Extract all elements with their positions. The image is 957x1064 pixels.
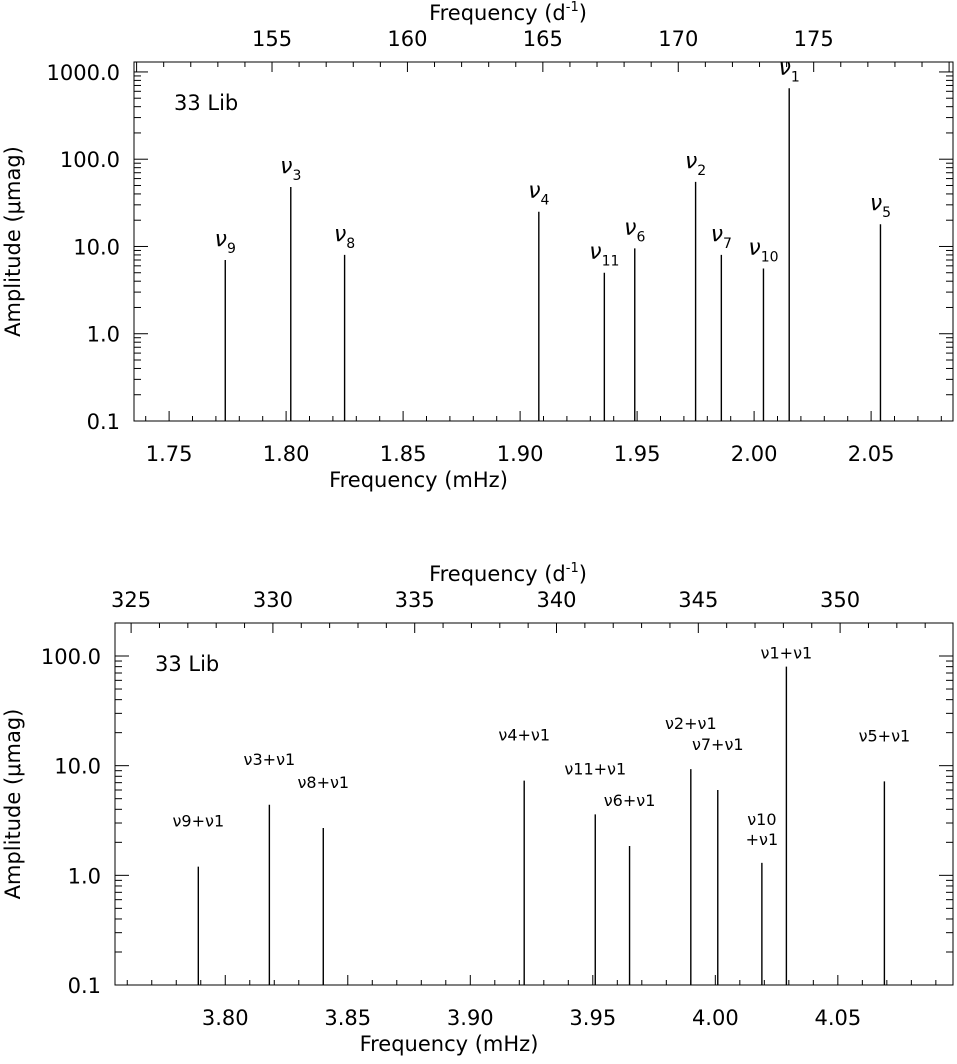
y-axis-title: Amplitude (μmag)	[1, 709, 25, 900]
peak-label: ν9	[215, 227, 236, 257]
x2-tick-label: 165	[523, 27, 563, 51]
x-tick-label: 3.95	[569, 1006, 616, 1030]
y-tick-label: 100.0	[41, 645, 101, 669]
peak-label: ν6+ν1	[604, 791, 656, 810]
x-tick-label: 4.05	[814, 1006, 861, 1030]
chart-panel-2: 3.80 3.85 3.90 3.95 4.00 4.05 325 330 335 340 345 3…	[1, 561, 954, 1056]
x2-tick-label: 350	[820, 588, 860, 612]
peak-label: ν4+ν1	[498, 726, 550, 745]
star-label: 33 Lib	[174, 91, 238, 115]
x-tick-label: 2.00	[731, 442, 778, 466]
x-tick-label: 3.90	[447, 1006, 494, 1030]
x-tick-label: 1.85	[380, 442, 427, 466]
peak-label: ν11+ν1	[564, 759, 626, 778]
peak-label: ν7	[711, 222, 732, 252]
x2-tick-label: 325	[111, 588, 151, 612]
x-axis-title: Frequency (mHz)	[329, 468, 508, 492]
x2-tick-label: 345	[678, 588, 718, 612]
x-tick-label: 1.80	[263, 442, 310, 466]
peak-label: ν2	[685, 149, 706, 179]
x-tick-label: 3.80	[202, 1006, 249, 1030]
peak-label: ν3	[280, 154, 301, 184]
x-tick-label: 1.90	[497, 442, 544, 466]
y-tick-label: 0.1	[87, 410, 120, 434]
x2-axis-title: Frequency (d-1)	[429, 561, 587, 586]
plot-frame	[114, 622, 954, 986]
y-tick-label: 1000.0	[47, 61, 120, 85]
y-tick-label: 10.0	[54, 755, 101, 779]
y-tick-label: 1.0	[87, 323, 120, 347]
peak-label: ν2+ν1	[665, 714, 717, 733]
x2-tick-label: 335	[395, 588, 435, 612]
peak-label: ν5+ν1	[859, 726, 911, 745]
star-label: 33 Lib	[155, 652, 219, 676]
peak-label: ν9+ν1	[172, 812, 224, 831]
peak-label: ν8+ν1	[297, 773, 349, 792]
x2-tick-label: 175	[794, 27, 834, 51]
x2-tick-label: 155	[252, 27, 292, 51]
x2-tick-label: 170	[658, 27, 698, 51]
peak-label: +ν1	[746, 830, 779, 849]
plot-frame	[133, 61, 954, 422]
peak-label: ν4	[528, 179, 549, 209]
peak-label: ν8	[334, 222, 355, 252]
x-tick-label: 1.75	[146, 442, 193, 466]
peak-label: ν10	[748, 235, 778, 265]
x-tick-label: 4.00	[692, 1006, 739, 1030]
peak-label: ν1	[779, 55, 800, 85]
peak-label: ν6	[624, 215, 645, 245]
peak-label: ν3+ν1	[244, 750, 296, 769]
chart-panel-1: 1.75 1.80 1.85 1.90 1.95 2.00 2.05 155 160 165 170…	[1, 0, 954, 492]
y-tick-label: 100.0	[60, 148, 120, 172]
y-tick-label: 0.1	[68, 974, 101, 998]
x-tick-label: 3.85	[324, 1006, 371, 1030]
x2-axis-title: Frequency (d-1)	[429, 0, 587, 25]
y-axis-title: Amplitude (μmag)	[1, 146, 25, 337]
peak-label: ν5	[870, 191, 891, 221]
x-tick-label: 2.05	[848, 442, 895, 466]
x-axis-title: Frequency (mHz)	[360, 1032, 539, 1056]
x2-tick-label: 160	[387, 27, 427, 51]
y-tick-label: 10.0	[73, 235, 120, 259]
x2-tick-label: 330	[253, 588, 293, 612]
peak-label: ν11	[589, 240, 619, 270]
x2-tick-label: 340	[536, 588, 576, 612]
peak-label: ν1+ν1	[761, 644, 813, 663]
y-tick-label: 1.0	[68, 864, 101, 888]
x-tick-label: 1.95	[614, 442, 661, 466]
peak-label: ν10	[747, 810, 776, 829]
peak-label: ν7+ν1	[692, 735, 744, 754]
